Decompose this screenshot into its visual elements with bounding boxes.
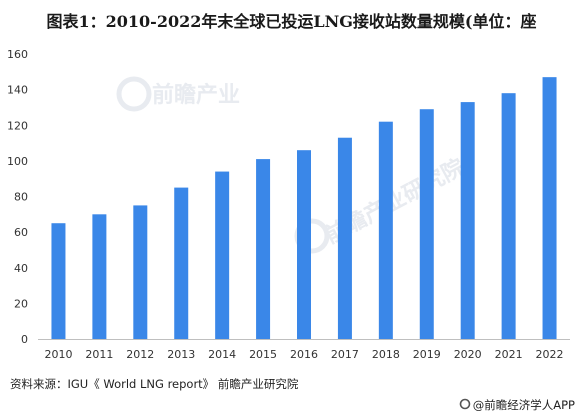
y-tick-label: 20 [14,297,28,310]
x-tick-label: 2018 [372,348,400,361]
bar-2017 [337,137,352,339]
brand-footer: @前瞻经济学人APP [459,397,575,413]
bar-2020 [460,102,475,339]
y-tick-label: 60 [14,226,28,239]
x-tick-label: 2021 [495,348,523,361]
source-note: 资料来源：IGU《 World LNG report》 前瞻产业研究院 [10,377,299,391]
y-tick-label: 80 [14,191,28,204]
bar-2014 [215,171,230,339]
x-tick-label: 2016 [290,348,318,361]
bar-2011 [92,214,107,339]
y-tick-label: 100 [7,155,28,168]
y-axis: 0 20 40 60 80 100 120 140 160 [7,48,28,346]
bar-2021 [501,93,516,339]
bars [51,77,557,339]
chart-title: 图表1：2010-2022年末全球已投运LNG接收站数量规模(单位：座 [46,12,537,31]
x-tick-label: 2012 [126,348,154,361]
x-tick-label: 2022 [536,348,564,361]
y-tick-label: 140 [7,84,28,97]
x-tick-label: 2017 [331,348,359,361]
bar-2013 [174,187,189,339]
x-axis: 2010 2011 2012 2013 2014 2015 2016 2017 2018 2019… [44,348,563,361]
x-tick-label: 2015 [249,348,277,361]
bar-2012 [133,205,148,339]
bar-2015 [256,159,271,339]
x-tick-label: 2020 [454,348,482,361]
y-tick-label: 160 [7,48,28,61]
y-tick-label: 0 [21,333,28,346]
brand-text: @前瞻经济学人APP [472,398,575,412]
x-tick-label: 2010 [44,348,72,361]
y-tick-label: 40 [14,262,28,275]
bar-2018 [378,121,393,339]
brand-logo-icon [459,398,471,413]
bar-2019 [419,109,434,339]
bar-2016 [297,150,311,339]
x-tick-label: 2013 [167,348,195,361]
bar-2022 [542,77,557,339]
x-tick-label: 2011 [85,348,113,361]
x-tick-label: 2019 [413,348,441,361]
y-tick-label: 120 [7,119,28,132]
x-tick-label: 2014 [208,348,236,361]
bar-2010 [51,223,66,339]
